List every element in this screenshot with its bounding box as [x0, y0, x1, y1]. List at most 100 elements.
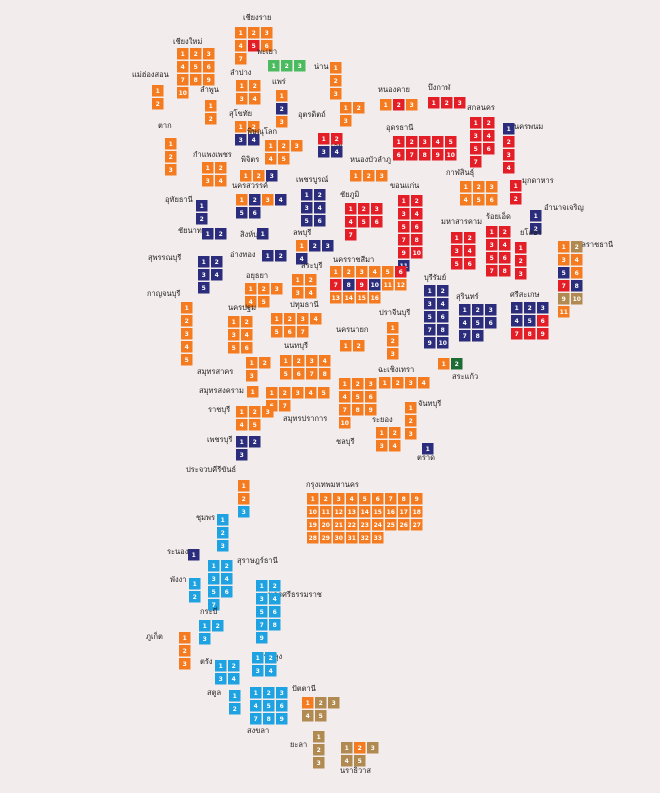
seat-cell — [266, 170, 278, 182]
seat-number: 25 — [387, 522, 395, 529]
province: อุดรธานี 1 2 3 4 5 6 7 8 9 10 — [386, 123, 457, 161]
seat-number: 2 — [283, 390, 287, 397]
seat-number: 1 — [426, 446, 430, 453]
seat-number: 6 — [265, 43, 269, 50]
seat-number: 2 — [169, 154, 173, 161]
seat-cell — [451, 258, 463, 270]
seat-number: 8 — [347, 282, 351, 289]
seat-number: 3 — [280, 690, 284, 697]
seat-number: 1 — [244, 173, 248, 180]
seat-cell — [301, 215, 313, 227]
seat-number: 2 — [280, 106, 284, 113]
seat-number: 10 — [341, 420, 349, 427]
seat-number: 2 — [391, 338, 395, 345]
seat-cell — [558, 306, 570, 318]
province-name: สมุทรสงคราม — [199, 386, 244, 395]
seat-number: 2 — [396, 380, 400, 387]
seat-cell — [346, 493, 358, 505]
seat-cell — [198, 269, 210, 281]
seat-cell — [262, 250, 274, 262]
seat-cell — [460, 194, 472, 206]
seat-cell — [483, 143, 495, 155]
seat-number: 3 — [270, 173, 274, 180]
seat-number: 4 — [507, 165, 511, 172]
seat-cell — [393, 136, 405, 148]
seat-cell — [208, 599, 220, 611]
province: หนองบัวลำภู 1 2 3 — [350, 155, 391, 182]
seat-cell — [510, 193, 522, 205]
seat-cell — [473, 194, 485, 206]
seat-number: 4 — [335, 149, 339, 156]
seat-number: 7 — [402, 237, 406, 244]
seat-number: 6 — [318, 218, 322, 225]
province: กำแพงเพชร 1 2 3 4 — [193, 150, 232, 187]
seat-number: 5 — [194, 64, 198, 71]
seat-number: 1 — [515, 305, 519, 312]
seat-cell — [229, 690, 241, 702]
seat-cell — [265, 140, 277, 152]
province-name: มหาสารคาม — [441, 217, 482, 226]
seat-number: 18 — [413, 509, 421, 516]
seat-cell — [318, 133, 330, 145]
seat-cell — [217, 540, 229, 552]
seat-number: 1 — [322, 136, 326, 143]
province: ชุมพร 1 2 3 — [196, 513, 229, 552]
province: อุตรดิตถ์ 1 2 3 — [298, 102, 365, 127]
seat-number: 3 — [265, 30, 269, 37]
seat-number: 3 — [266, 197, 270, 204]
seat-cell — [188, 549, 200, 561]
seat-number: 1 — [200, 203, 204, 210]
province-name: กำแพงเพชร — [193, 150, 232, 159]
province: นครศรีธรรมราช 1 2 3 4 5 6 7 8 9 — [256, 580, 322, 644]
seat-number: 2 — [221, 530, 225, 537]
province: ตาก 1 2 3 — [158, 121, 177, 176]
province-name: กรุงเทพมหานคร — [306, 480, 359, 489]
seat-number: 1 — [296, 277, 300, 284]
seat-number: 4 — [306, 713, 310, 720]
seat-number: 2 — [313, 243, 317, 250]
seat-cell — [537, 328, 549, 340]
seat-cell — [371, 203, 383, 215]
seat-cell — [215, 660, 227, 672]
seat-cell — [470, 117, 482, 129]
seat-cell — [302, 710, 314, 722]
seat-cell — [424, 337, 436, 349]
seat-cell — [418, 377, 430, 389]
seat-number: 3 — [207, 51, 211, 58]
seat-number: 4 — [393, 443, 397, 450]
seat-cell — [297, 313, 309, 325]
seat-number: 4 — [269, 156, 273, 163]
seat-number: 9 — [415, 496, 419, 503]
province-name: สุรินทร์ — [456, 292, 479, 301]
province-name: นครสวรรค์ — [232, 181, 268, 190]
province-name: ปราจีนบุรี — [379, 308, 410, 317]
seat-cell — [483, 117, 495, 129]
seat-cell — [485, 304, 497, 316]
province-name: พิจิตร — [241, 155, 259, 164]
seat-number: 5 — [262, 299, 266, 306]
seat-number: 8 — [423, 152, 427, 159]
seat-number: 3 — [280, 119, 284, 126]
seat-cell — [198, 256, 210, 268]
seat-number: 1 — [239, 124, 243, 131]
seat-cell — [333, 506, 345, 518]
seat-cell — [190, 74, 202, 86]
seat-cell — [341, 742, 353, 754]
province: ราชบุรี 1 2 3 4 5 — [208, 405, 274, 431]
seat-cell — [339, 391, 351, 403]
seat-number: 1 — [156, 88, 160, 95]
seat-cell — [190, 61, 202, 73]
seat-cell — [211, 269, 223, 281]
province-name: นครนายก — [336, 325, 368, 334]
seat-cell — [330, 62, 342, 74]
seat-cell — [318, 387, 330, 399]
seat-cell — [437, 285, 449, 297]
seat-number: 30 — [335, 535, 343, 542]
seat-cell — [152, 85, 164, 97]
seat-number: 3 — [360, 269, 364, 276]
province: สมุทรสาคร 1 2 3 — [197, 357, 271, 382]
seat-number: 3 — [296, 290, 300, 297]
seat-number: 8 — [575, 283, 579, 290]
seat-number: 7 — [301, 329, 305, 336]
